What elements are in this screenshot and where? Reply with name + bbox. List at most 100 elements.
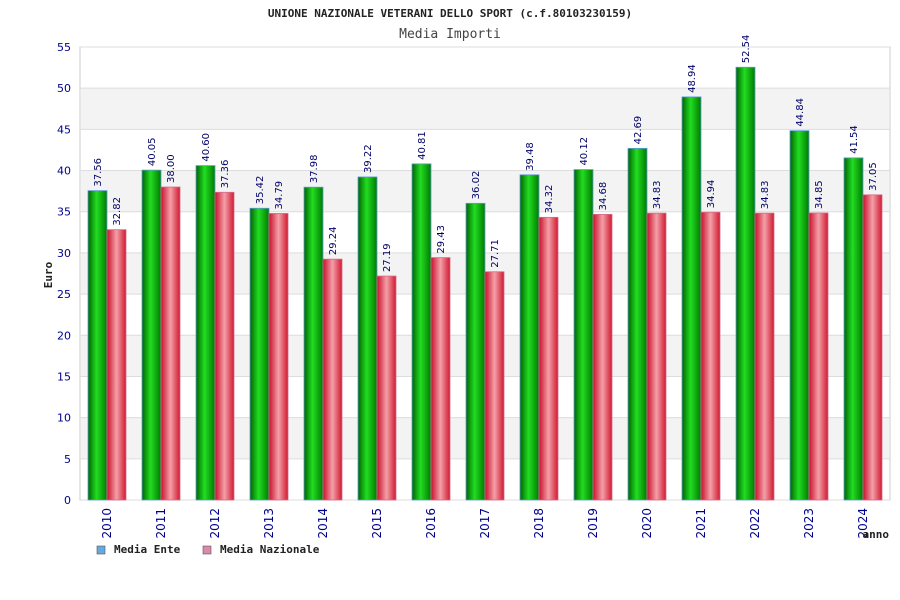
x-tick-label: 2011	[154, 508, 168, 539]
y-tick-label: 55	[57, 41, 71, 54]
data-label: 34.85	[814, 180, 825, 209]
data-label: 35.42	[255, 176, 266, 205]
x-tick-label: 2020	[640, 508, 654, 539]
x-axis-label: anno	[863, 528, 890, 541]
bar-media-ente-2015	[357, 176, 378, 501]
x-tick-label: 2022	[748, 508, 762, 539]
data-label: 37.05	[868, 162, 879, 191]
y-axis-label: Euro	[42, 261, 55, 288]
data-label: 29.43	[436, 225, 447, 254]
data-label: 34.68	[598, 182, 609, 211]
bar-media-nazionale-2010	[106, 229, 127, 501]
data-label: 34.94	[706, 180, 717, 209]
x-tick-label: 2023	[802, 508, 816, 539]
bar-media-ente-2023	[789, 130, 810, 501]
x-tick-label: 2014	[316, 508, 330, 539]
data-label: 27.19	[382, 243, 393, 272]
y-tick-label: 30	[57, 247, 71, 260]
x-tick-label: 2015	[370, 508, 384, 539]
data-label: 42.69	[633, 116, 644, 145]
data-label: 34.32	[544, 185, 555, 214]
x-tick-label: 2019	[586, 508, 600, 539]
y-tick-label: 0	[64, 494, 71, 507]
grid-band	[81, 88, 889, 130]
bar-media-nazionale-2019	[592, 213, 613, 501]
y-tick-label: 20	[57, 329, 71, 342]
x-tick-label: 2012	[208, 508, 222, 539]
bars	[87, 66, 883, 501]
y-tick-label: 40	[57, 165, 71, 178]
bar-media-nazionale-2023	[808, 212, 829, 501]
data-label: 38.00	[166, 154, 177, 183]
x-tick-label: 2021	[694, 508, 708, 539]
x-tick-label: 2016	[424, 508, 438, 539]
y-tick-label: 25	[57, 288, 71, 301]
x-tick-label: 2018	[532, 508, 546, 539]
data-labels: 37.56 32.82 40.05 38.00 40.60 37.36 35.42 34.79…	[93, 35, 879, 272]
x-tick-label: 2013	[262, 508, 276, 539]
bar-media-ente-2012	[195, 165, 216, 501]
data-label: 29.24	[328, 227, 339, 256]
bar-media-nazionale-2011	[160, 186, 181, 501]
data-label: 37.56	[93, 158, 104, 187]
bar-media-ente-2011	[141, 169, 162, 501]
y-axis-ticks: 0 5 10 15 20 25 30 35 40 45 50 55	[57, 41, 71, 507]
bar-media-ente-2013	[249, 207, 270, 501]
y-tick-label: 15	[57, 370, 71, 383]
bar-media-ente-2022	[735, 66, 756, 501]
bar-media-nazionale-2014	[322, 258, 343, 501]
bar-media-ente-2014	[303, 186, 324, 501]
legend-swatch-media-nazionale	[202, 545, 212, 555]
bar-media-ente-2017	[465, 202, 486, 501]
bar-media-nazionale-2021	[700, 211, 721, 501]
data-label: 40.05	[147, 137, 158, 166]
data-label: 41.54	[849, 125, 860, 154]
x-tick-label: 2024	[856, 508, 870, 539]
y-tick-label: 45	[57, 123, 71, 136]
bar-media-nazionale-2022	[754, 212, 775, 501]
data-label: 34.83	[760, 180, 771, 209]
y-tick-label: 5	[64, 453, 71, 466]
data-label: 39.48	[525, 142, 536, 171]
bar-media-nazionale-2016	[430, 257, 451, 501]
bar-media-nazionale-2017	[484, 271, 505, 501]
legend: Media Ente Media Nazionale	[96, 543, 320, 556]
bar-media-ente-2010	[87, 190, 108, 501]
legend-swatch-media-ente	[96, 545, 106, 555]
bar-media-ente-2020	[627, 147, 648, 501]
data-label: 40.81	[417, 131, 428, 160]
bar-media-nazionale-2018	[538, 216, 559, 501]
data-label: 44.84	[795, 98, 806, 127]
bar-media-ente-2024	[843, 157, 864, 501]
bar-media-nazionale-2012	[214, 191, 235, 501]
bar-media-ente-2016	[411, 163, 432, 501]
x-tick-label: 2010	[100, 508, 114, 539]
bar-media-ente-2018	[519, 174, 540, 501]
x-tick-label: 2017	[478, 508, 492, 539]
data-label: 40.60	[201, 133, 212, 162]
bar-media-nazionale-2020	[646, 212, 667, 501]
data-label: 40.12	[579, 137, 590, 166]
bar-media-nazionale-2013	[268, 213, 289, 501]
data-label: 37.36	[220, 160, 231, 189]
bar-media-nazionale-2024	[862, 194, 883, 501]
y-tick-label: 50	[57, 82, 71, 95]
data-label: 34.83	[652, 180, 663, 209]
bar-media-ente-2019	[573, 169, 594, 501]
y-tick-label: 10	[57, 412, 71, 425]
data-label: 32.82	[112, 197, 123, 226]
data-label: 36.02	[471, 171, 482, 200]
chart-subtitle: Media Importi	[399, 27, 501, 42]
data-label: 39.22	[363, 144, 374, 173]
data-label: 27.71	[490, 239, 501, 268]
legend-label-media-ente: Media Ente	[114, 543, 181, 556]
data-label: 34.79	[274, 181, 285, 210]
x-axis-ticks: 2010 2011 2012 2013 2014 2015 2016 2017 2018 2019…	[100, 508, 870, 539]
data-label: 37.98	[309, 155, 320, 184]
legend-label-media-nazionale: Media Nazionale	[220, 543, 320, 556]
y-tick-label: 35	[57, 206, 71, 219]
data-label: 52.54	[741, 35, 752, 64]
bar-media-nazionale-2015	[376, 275, 397, 501]
chart-title: UNIONE NAZIONALE VETERANI DELLO SPORT (c…	[268, 7, 632, 20]
